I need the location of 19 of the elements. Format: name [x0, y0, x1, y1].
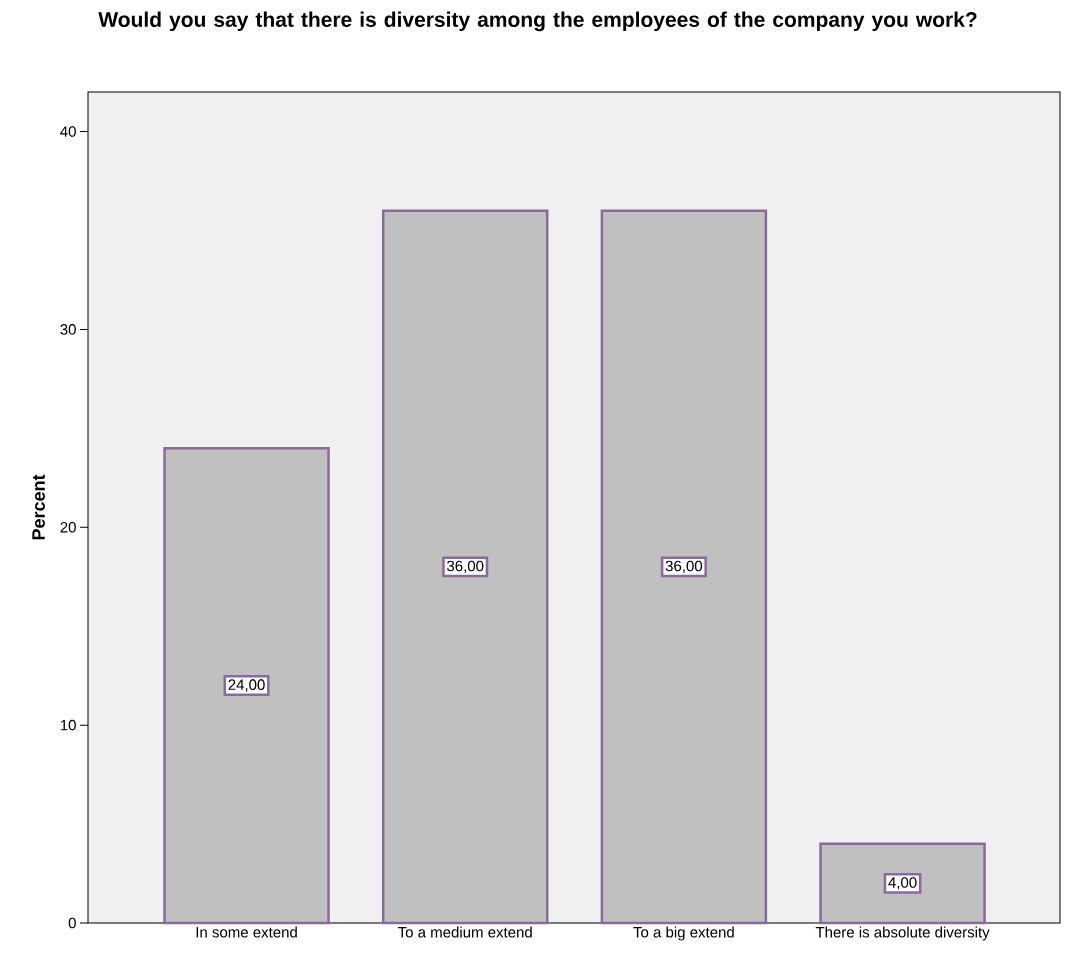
chart-title: Would you say that there is diversity among the employees of the company you work? — [98, 11, 977, 32]
y-tick-label: 10 — [60, 719, 76, 731]
bar — [600, 209, 768, 925]
bar — [163, 446, 330, 925]
y-tick-label: 0 — [68, 917, 76, 929]
y-tick-label: 40 — [60, 126, 76, 137]
x-tick-label: In some extend — [196, 926, 297, 938]
x-tick-label: There is absolute diversity — [815, 926, 990, 941]
data-label: 36,00 — [665, 560, 703, 574]
bar — [819, 842, 986, 925]
data-label: 24,00 — [228, 679, 265, 692]
bar — [381, 209, 549, 925]
x-tick-label: To a medium extend — [398, 926, 532, 938]
y-axis-title: Percent — [32, 474, 45, 540]
x-tick-label: To a big extend — [633, 926, 734, 941]
data-label: 4,00 — [888, 877, 917, 890]
y-tick-label: 30 — [60, 324, 76, 335]
y-tick-label: 20 — [60, 521, 76, 533]
data-label: 36,00 — [447, 560, 484, 574]
